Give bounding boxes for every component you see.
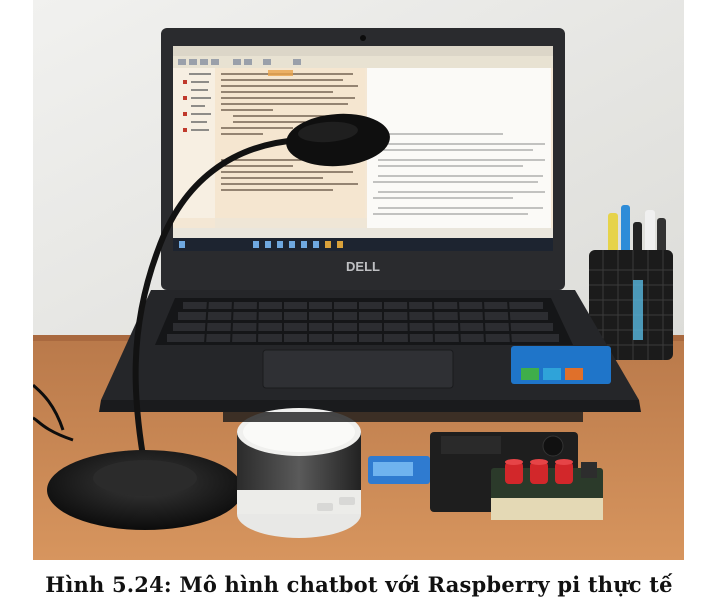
figure-caption: Hình 5.24: Mô hình chatbot với Raspberry… bbox=[45, 572, 673, 597]
laptop-brand-logo: DELL bbox=[346, 259, 380, 274]
bluetooth-speaker bbox=[237, 408, 361, 538]
taskbar bbox=[173, 238, 553, 251]
keyboard bbox=[155, 298, 573, 345]
pen-holder bbox=[589, 205, 673, 360]
usb-sound-card bbox=[368, 456, 440, 484]
raspberry-pi-board bbox=[430, 432, 603, 520]
chatbot-photo: DELL bbox=[33, 0, 684, 560]
microphone bbox=[33, 113, 390, 530]
touchpad bbox=[262, 349, 454, 389]
red-buttons bbox=[505, 459, 573, 484]
laptop: DELL bbox=[99, 28, 641, 412]
